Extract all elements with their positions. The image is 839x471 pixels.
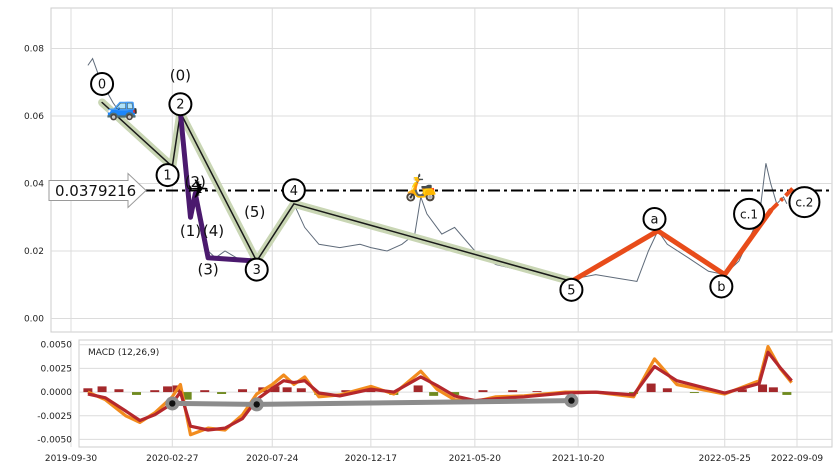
wave-label-circle <box>709 274 734 299</box>
x-tick-label: 2019-09-30 <box>45 454 98 464</box>
macd-histogram-bar <box>508 390 518 393</box>
macd-y-tick-label: -0.0050 <box>37 435 72 445</box>
macd-histogram-bar <box>282 387 292 393</box>
macd-trend-point <box>253 401 260 408</box>
macd-histogram-bar <box>662 388 672 393</box>
macd-histogram-bar <box>532 391 542 393</box>
wave-label: (4) <box>203 222 224 240</box>
x-tick-label: 2020-12-17 <box>345 454 397 464</box>
wave-label-circle <box>559 277 584 302</box>
scooter-icon: 🛵 <box>405 173 437 203</box>
wave-label-circle <box>155 163 180 188</box>
wave-path-primary <box>101 101 573 283</box>
wave-path-correction <box>568 208 774 284</box>
wave-projection-line <box>769 185 796 212</box>
wave-label: a <box>651 212 659 227</box>
wave-label-circle <box>281 178 306 203</box>
wave-label: 4 <box>290 184 298 199</box>
reference-value-label: 0.0379216 <box>55 182 136 200</box>
macd-histogram-bar <box>782 392 792 395</box>
macd-y-tick-label: -0.0025 <box>37 412 72 422</box>
macd-y-tick-label: 0.0050 <box>41 341 73 351</box>
macd-series-signal-line <box>87 350 793 432</box>
macd-y-tick-label: 0.0025 <box>41 364 73 374</box>
wave-label-circle <box>642 206 667 231</box>
wave-label-circle <box>733 197 766 230</box>
wave-label: (0) <box>170 67 191 85</box>
wave-label: (1) <box>180 222 201 240</box>
wave-label-circle <box>168 92 193 117</box>
macd-histogram-bar <box>217 392 227 394</box>
macd-histogram-bar <box>114 389 124 393</box>
wave-label: 3 <box>253 263 261 278</box>
macd-trend-point <box>169 400 176 407</box>
wave-label: 0 <box>98 77 106 92</box>
wave-label: (5) <box>244 203 265 221</box>
wave-label: 1 <box>163 169 171 184</box>
wave-label: 5 <box>567 283 575 298</box>
macd-series-macd-line <box>87 345 793 437</box>
wave-label: c.2 <box>795 196 813 210</box>
price-y-tick-label: 0.00 <box>24 315 44 325</box>
macd-histogram-bar <box>341 390 351 393</box>
car-icon: 🚙 <box>106 92 138 122</box>
macd-histogram-bar <box>758 384 768 393</box>
x-tick-label: 2022-05-25 <box>699 454 751 464</box>
x-tick-label: 2020-07-24 <box>246 454 299 464</box>
x-tick-label: 2021-05-20 <box>449 454 502 464</box>
price-plot-frame <box>50 7 833 333</box>
wave-label: (3) <box>197 261 218 279</box>
macd-histogram-bar <box>200 390 210 393</box>
x-tick-label: 2021-10-20 <box>552 454 605 464</box>
macd-histogram-bar <box>238 389 248 393</box>
macd-histogram-bar <box>768 387 778 393</box>
wave-label: (2) <box>185 173 206 191</box>
macd-histogram-bar <box>429 392 439 396</box>
macd-histogram-bar <box>646 383 656 393</box>
macd-histogram-bar <box>163 386 173 393</box>
macd-histogram-bar <box>296 388 306 393</box>
price-y-tick-label: 0.04 <box>24 180 44 190</box>
wave-label: 2 <box>176 98 184 113</box>
macd-histogram-bar <box>689 392 699 394</box>
wave-label-circle <box>788 186 821 219</box>
price-y-tick-label: 0.02 <box>24 247 44 257</box>
macd-histogram-bar <box>182 392 192 400</box>
macd-title: MACD (12,26,9) <box>88 348 159 358</box>
x-tick-label: 2020-02-27 <box>146 454 198 464</box>
macd-histogram-bar <box>97 386 107 393</box>
wave-label: b <box>717 280 725 295</box>
airplane-icon: ✈ <box>187 175 209 205</box>
x-tick-label: 2022-09-09 <box>771 454 824 464</box>
wave-path-sub-wave <box>177 110 260 264</box>
price-y-tick-label: 0.06 <box>24 112 44 122</box>
macd-histogram-bar <box>83 388 93 393</box>
reference-callout <box>48 172 147 209</box>
macd-y-tick-label: 0.0000 <box>41 388 73 398</box>
macd-panel: 2019-09-30 2020-02-27 2020-07-24 2020-12-17… <box>37 339 833 464</box>
macd-histogram-bar <box>413 385 423 393</box>
macd-trend-point <box>568 397 575 404</box>
macd-histogram-bar <box>132 392 142 395</box>
wave-label: c.1 <box>740 207 758 221</box>
wave-label-circle <box>244 257 269 282</box>
macd-histogram-bar <box>150 390 160 393</box>
macd-histogram-bar <box>478 390 488 393</box>
wave-label-circle <box>90 71 115 96</box>
macd-histogram-bar <box>450 392 460 395</box>
macd-histogram-bar <box>270 386 280 393</box>
price-panel: 0.00 0.02 0.04 0.06 0.08 0.0379216 🚙 ✈ 🛵 0 (0) 2 1 (2… <box>24 7 833 333</box>
macd-histogram-bar <box>737 389 747 393</box>
price-y-tick-label: 0.08 <box>24 45 44 55</box>
